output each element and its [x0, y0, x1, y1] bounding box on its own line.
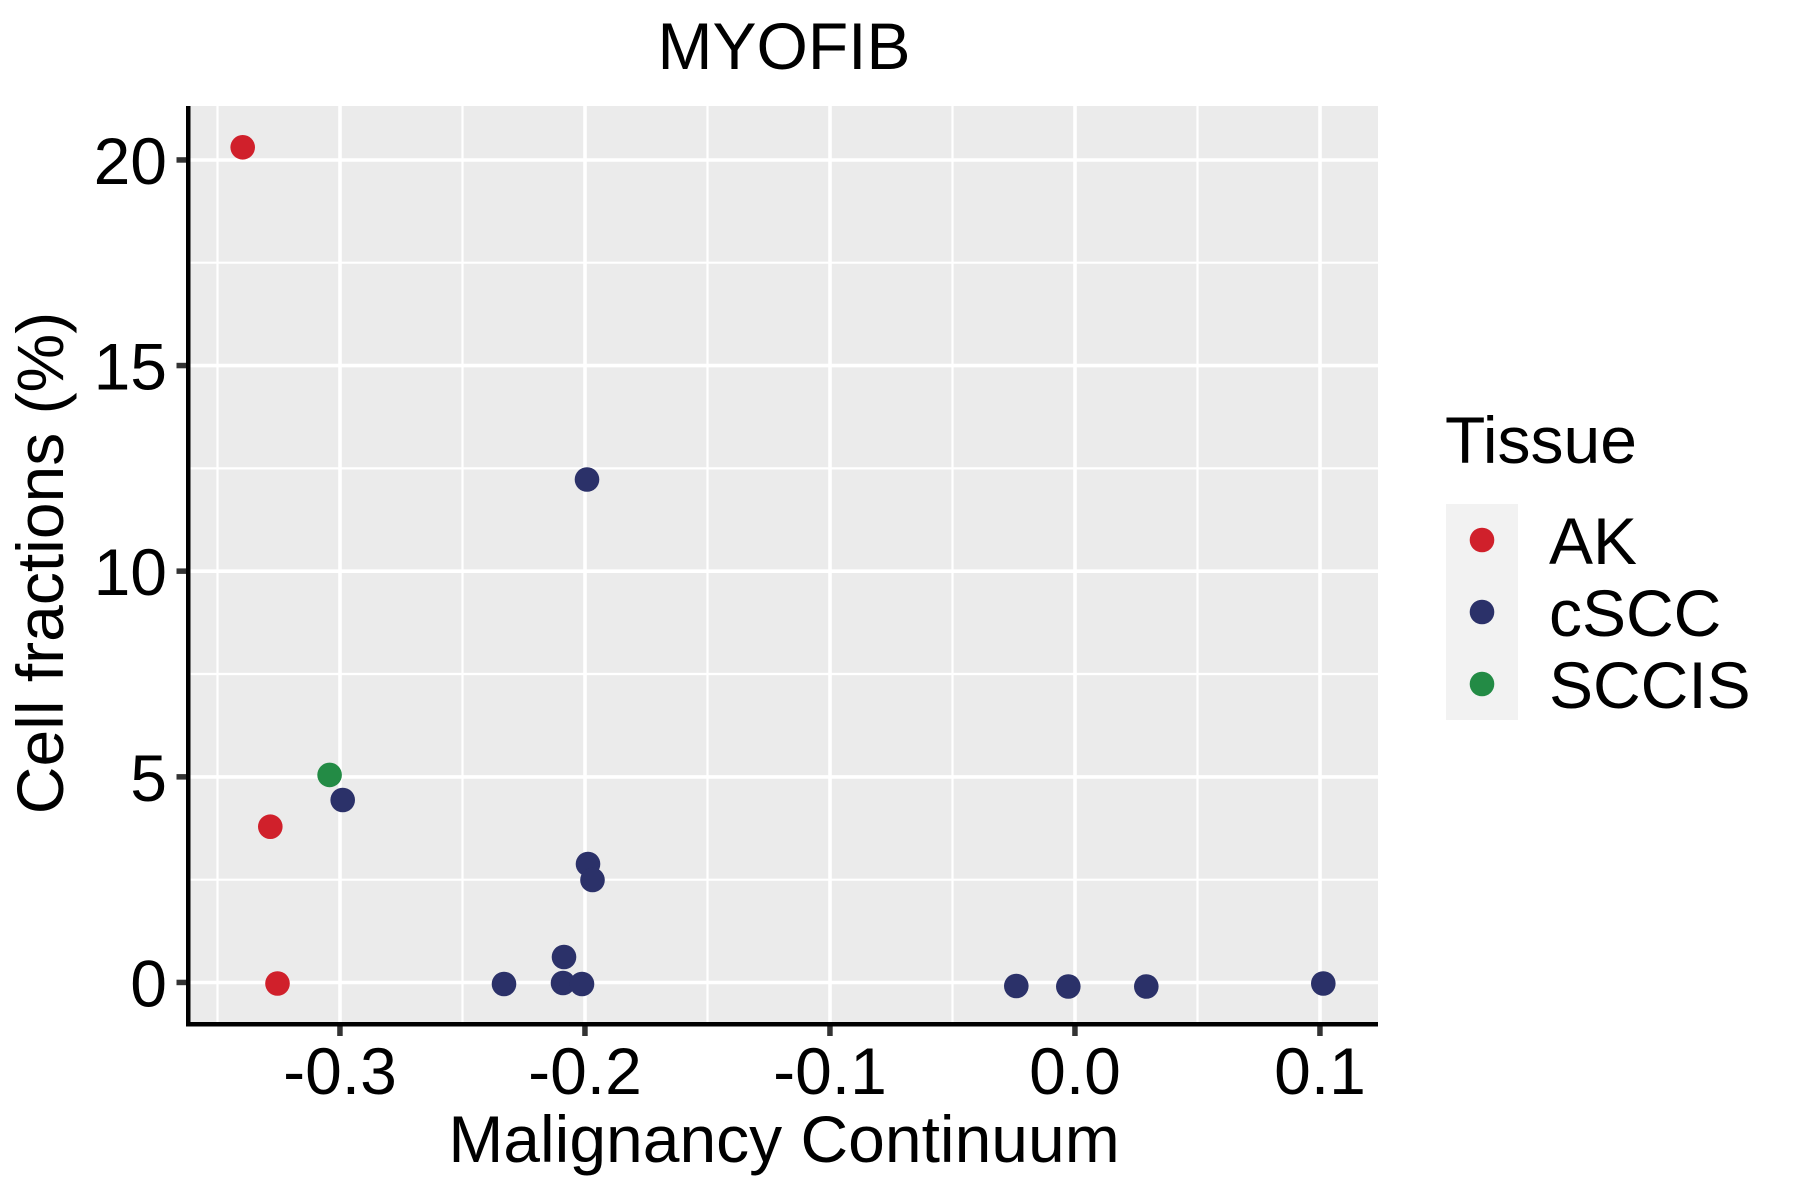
svg-text:MYOFIB: MYOFIB	[657, 9, 910, 83]
svg-text:5: 5	[130, 741, 167, 815]
svg-text:0: 0	[130, 947, 167, 1021]
svg-text:cSCC: cSCC	[1549, 576, 1721, 650]
svg-text:Cell fractions (%): Cell fractions (%)	[3, 312, 77, 814]
svg-text:SCCIS: SCCIS	[1549, 648, 1751, 722]
svg-text:0.0: 0.0	[1029, 1034, 1121, 1108]
svg-text:AK: AK	[1549, 504, 1637, 578]
svg-text:Malignancy Continuum: Malignancy Continuum	[448, 1102, 1119, 1176]
svg-text:Tissue: Tissue	[1445, 403, 1637, 477]
svg-text:10: 10	[94, 535, 167, 609]
svg-text:15: 15	[94, 330, 167, 404]
svg-text:0.1: 0.1	[1274, 1034, 1366, 1108]
svg-text:-0.1: -0.1	[773, 1034, 887, 1108]
svg-text:-0.3: -0.3	[283, 1034, 397, 1108]
svg-text:20: 20	[94, 124, 167, 198]
svg-text:-0.2: -0.2	[528, 1034, 642, 1108]
